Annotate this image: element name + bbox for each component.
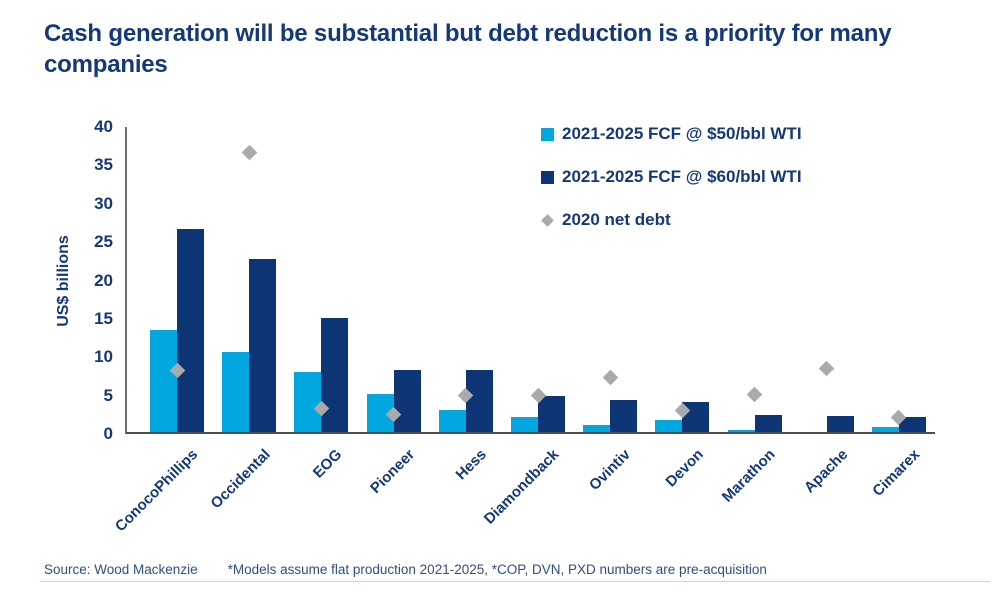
legend: 2021-2025 FCF @ $50/bbl WTI 2021-2025 FC… — [541, 124, 802, 230]
legend-label: 2021-2025 FCF @ $60/bbl WTI — [562, 167, 802, 186]
bar-fcf60 — [538, 395, 566, 432]
bar-group: EOG — [285, 127, 357, 482]
net-debt-diamond-icon — [541, 213, 554, 227]
footer-divider — [40, 581, 990, 582]
bar-fcf60 — [249, 259, 277, 432]
x-axis-label: Pioneer — [366, 446, 418, 497]
x-axis-label: Devon — [661, 446, 707, 491]
bar-group: Pioneer — [358, 127, 430, 497]
fcf60-swatch-icon — [541, 170, 554, 184]
bar-fcf60 — [393, 369, 421, 432]
x-axis-label: Cimarex — [869, 446, 923, 500]
legend-label: 2021-2025 FCF @ $50/bbl WTI — [562, 124, 802, 143]
bar-groups: ConocoPhillips Occidental EOG Pioneer Hess Di… — [112, 127, 935, 535]
bar-fcf60 — [610, 399, 638, 432]
x-axis-label: Marathon — [718, 446, 779, 506]
bar-fcf50 — [871, 426, 899, 432]
y-axis-tick-label: 30 — [94, 193, 113, 213]
y-axis-tick-label: 0 — [103, 424, 113, 443]
y-axis-tick-label: 25 — [94, 232, 113, 252]
bar-group: Hess — [430, 127, 502, 483]
x-axis-label: Hess — [452, 446, 490, 484]
footer: Source: Wood Mackenzie *Models assume fl… — [44, 562, 767, 577]
x-axis-label: ConocoPhillips — [111, 446, 202, 536]
bar-fcf60 — [321, 318, 349, 432]
y-axis-tick-label: 5 — [103, 385, 113, 405]
net-debt-diamond — [602, 369, 618, 386]
legend-item-fcf50: 2021-2025 FCF @ $50/bbl WTI — [541, 124, 802, 144]
plot-area: ConocoPhillips Occidental EOG Pioneer Hess Di… — [112, 127, 935, 535]
bar-fcf50 — [438, 409, 466, 432]
y-axis-tick-label: 10 — [94, 347, 113, 367]
bar-fcf60 — [465, 369, 493, 432]
bar-group: Devon — [646, 127, 718, 490]
bar-group: Ovintiv — [574, 127, 646, 494]
bar-fcf50 — [294, 372, 322, 432]
bar-group: Apache — [791, 127, 863, 496]
bar-group: Diamondback — [480, 127, 574, 528]
net-debt-diamond — [241, 144, 258, 161]
x-axis-label: EOG — [309, 446, 346, 482]
bar-group: Occidental — [207, 127, 285, 512]
legend-label: 2020 net debt — [562, 210, 671, 229]
bar-fcf50 — [511, 416, 539, 432]
bar-group: ConocoPhillips — [112, 127, 213, 535]
x-axis-label: Ovintiv — [586, 446, 635, 494]
y-axis-tick-label: 35 — [94, 155, 113, 175]
bar-fcf60 — [898, 416, 926, 432]
chart-title: Cash generation will be substantial but … — [44, 20, 892, 78]
bar-fcf60 — [754, 415, 782, 432]
y-axis-tick-labels: 0 5 10 15 20 25 30 35 40 — [0, 117, 113, 443]
y-axis-tick-label: 20 — [94, 270, 113, 290]
x-axis-label: Occidental — [207, 446, 274, 513]
x-axis-label: Diamondback — [480, 446, 563, 528]
fcf50-swatch-icon — [541, 127, 554, 141]
y-axis-tick-label: 15 — [94, 308, 113, 328]
bar-group: Marathon — [719, 127, 791, 506]
bar-fcf50 — [655, 419, 683, 432]
bar-fcf50 — [727, 429, 755, 432]
bar-fcf60 — [177, 229, 205, 432]
net-debt-diamond — [746, 386, 763, 403]
footnote-text: *Models assume flat production 2021-2025… — [227, 562, 767, 577]
bar-fcf60 — [826, 415, 854, 432]
bar-group: Cimarex — [863, 127, 935, 500]
source-text: Source: Wood Mackenzie — [44, 562, 198, 577]
bar-fcf50 — [583, 425, 611, 432]
bar-fcf50 — [150, 329, 178, 432]
legend-item-net-debt: 2020 net debt — [541, 210, 802, 230]
net-debt-diamond — [819, 360, 835, 377]
y-axis-tick-label: 40 — [94, 117, 113, 136]
x-axis-label: Apache — [800, 446, 851, 497]
legend-item-fcf60: 2021-2025 FCF @ $60/bbl WTI — [541, 167, 802, 187]
bar-fcf50 — [222, 352, 250, 432]
